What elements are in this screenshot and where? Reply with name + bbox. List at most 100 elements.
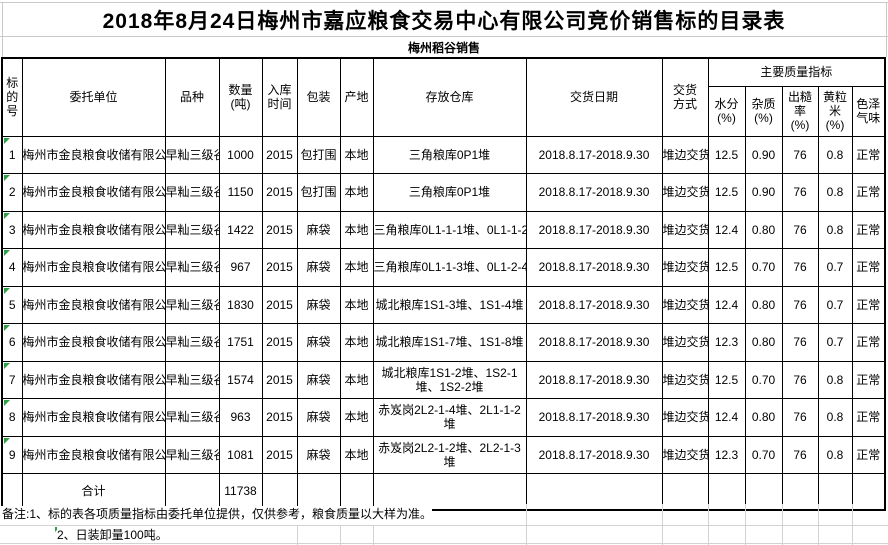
cell-moisture	[707, 473, 746, 510]
table-row: 4 梅州市金良粮食收储有限公司 早籼三级谷 967 2015 麻袋 本地 三角粮…	[1, 248, 886, 287]
cell-qty: 1000	[218, 135, 263, 174]
cell-husked-rate: 76	[781, 173, 819, 212]
sheet-gridline	[297, 525, 298, 545]
cell-delivery-method: 堆边交货	[661, 248, 709, 287]
cell-warehouse: 三角粮库0L1-1-1堆、0L1-1-2堆	[372, 210, 527, 249]
table-row: 3 梅州市金良粮食收储有限公司 早籼三级谷 1422 2015 麻袋 本地 三角…	[1, 210, 886, 249]
cell-color-odor: 正常	[851, 398, 886, 437]
cell-num: 3	[1, 210, 23, 249]
cell-consignor: 梅州市金良粮食收储有限公司	[21, 360, 166, 399]
cell-origin: 本地	[339, 435, 374, 474]
cell-impurity: 0.70	[744, 360, 783, 399]
sheet-gridline	[852, 504, 853, 545]
cell-husked-rate: 76	[781, 360, 819, 399]
cell-variety: 早籼三级谷	[164, 248, 220, 287]
cell-num: 7	[1, 360, 23, 399]
cell-variety: 早籼三级谷	[164, 210, 220, 249]
cell-origin: 本地	[339, 360, 374, 399]
cell-origin: 本地	[339, 210, 374, 249]
cell-delivery-date: 2018.8.17-2018.9.30	[525, 360, 663, 399]
cell-packing: 麻袋	[296, 360, 341, 399]
error-indicator-icon	[4, 175, 10, 181]
cell-delivery-date: 2018.8.17-2018.9.30	[525, 210, 663, 249]
cell-qty: 1830	[218, 285, 263, 324]
cell-packing: 麻袋	[296, 435, 341, 474]
cell-delivery-method: 堆边交货	[661, 323, 709, 362]
cell-warehouse: 赤岌岗2L2-1-4堆、2L1-1-2堆	[372, 398, 527, 437]
table-row: 5 梅州市金良粮食收储有限公司 早籼三级谷 1830 2015 麻袋 本地 城北…	[1, 285, 886, 324]
cell-num-text: 2	[8, 185, 16, 200]
cell-yellow-rice: 0.7	[817, 248, 853, 287]
col-header-qty: 数量 (吨)	[218, 57, 263, 137]
cell-yellow-rice: 0.8	[817, 398, 853, 437]
table-row: 1 梅州市金良粮食收储有限公司 早籼三级谷 1000 2015 包打围 本地 三…	[1, 135, 886, 174]
cell-origin: 本地	[339, 285, 374, 324]
cell-delivery-date: 2018.8.17-2018.9.30	[525, 435, 663, 474]
cell-packing: 包打围	[296, 173, 341, 212]
note-line-2: 2、日装卸量100吨。	[57, 527, 168, 543]
col-header-origin: 产地	[339, 57, 374, 137]
cell-delivery-method: 堆边交货	[661, 360, 709, 399]
notes-area: 备注:1、标的表各项质量指标由委托单位提供，仅供参考，粮食质量以大样为准。 2、…	[0, 504, 888, 545]
cell-husked-rate: 76	[781, 323, 819, 362]
cell-impurity: 0.70	[744, 435, 783, 474]
cell-variety: 早籼三级谷	[164, 360, 220, 399]
error-indicator-icon	[4, 137, 10, 144]
cell-yellow-rice: 0.7	[817, 285, 853, 324]
cell-consignor: 梅州市金良粮食收储有限公司	[21, 435, 166, 474]
cell-num-text: 8	[8, 410, 16, 425]
col-header-moisture: 水分 (%)	[707, 85, 746, 137]
error-indicator-icon	[4, 212, 10, 219]
cell-moisture: 12.5	[707, 360, 746, 399]
cell-storage-year: 2015	[261, 173, 298, 212]
note-line-1: 备注:1、标的表各项质量指标由委托单位提供，仅供参考，粮食质量以大样为准。	[0, 506, 433, 522]
cell-delivery-method: 堆边交货	[661, 173, 709, 212]
table-row: 7 梅州市金良粮食收储有限公司 早籼三级谷 1574 2015 麻袋 本地 城北…	[1, 360, 886, 399]
cell-delivery-date: 2018.8.17-2018.9.30	[525, 248, 663, 287]
cell-husked-rate: 76	[781, 285, 819, 324]
cell-color-odor: 正常	[851, 248, 886, 287]
cell-moisture: 12.5	[707, 173, 746, 212]
sheet-gridline	[662, 504, 663, 545]
cell-origin: 本地	[339, 248, 374, 287]
col-header-variety: 品种	[164, 57, 220, 137]
cell-qty: 963	[218, 398, 263, 437]
cell-num-text: 7	[8, 372, 16, 387]
cell-warehouse: 城北粮库1S1-7堆、1S1-8堆	[372, 323, 527, 362]
sheet-gridline	[2, 2, 3, 57]
col-header-husked-rate: 出糙 率 (%)	[781, 85, 819, 137]
cell-color-odor: 正常	[851, 135, 886, 174]
error-indicator-icon	[4, 400, 10, 406]
table-row: 9 梅州市金良粮食收储有限公司 早籼三级谷 1081 2015 麻袋 本地 赤岌…	[1, 435, 886, 474]
error-indicator-icon	[4, 287, 10, 294]
cell-warehouse: 三角粮库0L1-1-3堆、0L1-2-4堆	[372, 248, 527, 287]
cell-num: 6	[1, 323, 23, 362]
cell-moisture: 12.4	[707, 285, 746, 324]
cell-delivery-method: 堆边交货	[661, 435, 709, 474]
cell-impurity: 0.80	[744, 285, 783, 324]
col-header-quality-group: 主要质量指标	[707, 57, 886, 87]
cell-packing	[296, 473, 341, 510]
cell-qty: 1751	[218, 323, 263, 362]
table-row: 2 梅州市金良粮食收储有限公司 早籼三级谷 1150 2015 包打围 本地 三…	[1, 173, 886, 212]
cell-num-text: 4	[8, 260, 16, 275]
cell-storage-year: 2015	[261, 248, 298, 287]
header-row-group: 标的号 委托单位 品种 数量 (吨) 入库 时间 包装 产地 存放仓库 交货日期…	[1, 57, 886, 137]
cell-num-text: 9	[8, 447, 16, 462]
cell-consignor: 梅州市金良粮食收储有限公司	[21, 398, 166, 437]
cell-consignor: 梅州市金良粮食收储有限公司	[21, 210, 166, 249]
cell-husked-rate: 76	[781, 435, 819, 474]
cell-qty: 967	[218, 248, 263, 287]
cell-impurity: 0.90	[744, 135, 783, 174]
cell-moisture: 12.3	[707, 323, 746, 362]
cell-packing: 麻袋	[296, 398, 341, 437]
sheet-gridline	[0, 525, 888, 526]
cell-color-odor: 正常	[851, 285, 886, 324]
col-header-consignor: 委托单位	[21, 57, 166, 137]
cell-storage-year: 2015	[261, 323, 298, 362]
cell-packing: 包打围	[296, 135, 341, 174]
cell-num: 4	[1, 248, 23, 287]
sheet-gridline	[782, 504, 783, 545]
cell-consignor: 梅州市金良粮食收储有限公司	[21, 248, 166, 287]
